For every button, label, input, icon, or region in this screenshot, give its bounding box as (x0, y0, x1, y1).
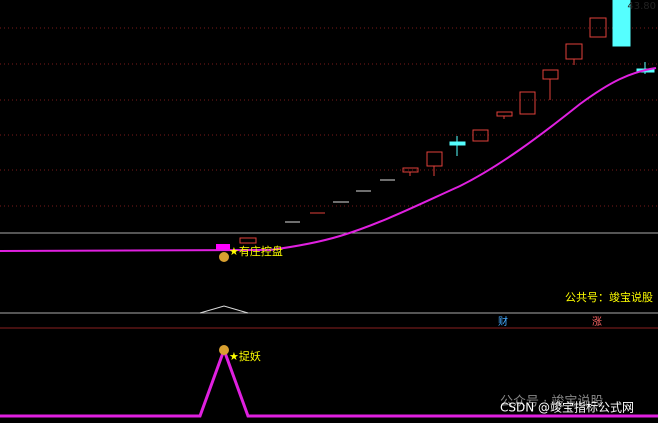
account-label: 公共号：竣宝说股 (565, 290, 653, 304)
watermark: CSDN @竣宝指标公式网 (500, 400, 634, 415)
signal-label: ★捉妖 (229, 349, 261, 363)
grid (0, 27, 658, 207)
signal-bar (216, 244, 230, 251)
watermark: 公众号 · 竣宝说股 (500, 395, 603, 410)
money-icon (219, 252, 229, 262)
moving-average (0, 67, 657, 252)
doji-candles (285, 179, 395, 223)
cai-label: 财 (498, 315, 508, 328)
money-icon (219, 345, 229, 355)
candles (239, 17, 607, 244)
price-label: 43.80 (627, 1, 656, 12)
indicator-line (199, 305, 249, 314)
signal-label: ★有庄控盘 (229, 244, 283, 258)
zhang-label: 涨 (592, 316, 602, 328)
